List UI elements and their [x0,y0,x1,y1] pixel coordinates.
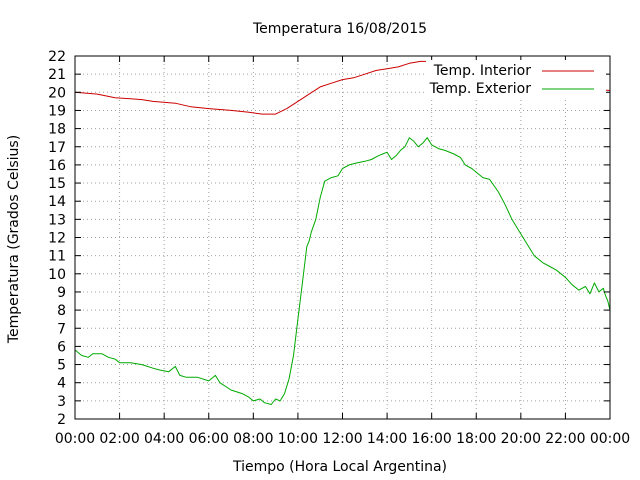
x-axis: 00:00 02:00 04:00 06:00 08:00 10:00 12:00 14:00… [55,431,630,447]
chart-title: Temperatura 16/08/2015 [252,21,427,37]
y-tick-label: 22 [48,49,66,65]
y-tick-label: 14 [48,194,66,210]
y-tick-label: 20 [48,85,66,101]
x-tick-label: 12:00 [322,431,362,447]
x-tick-label: 00:00 [55,431,95,447]
x-tick-label: 22:00 [545,431,585,447]
y-tick-label: 3 [57,394,66,410]
x-tick-label: 16:00 [411,431,451,447]
x-tick-label: 04:00 [144,431,184,447]
y-tick-label: 2 [57,412,66,428]
y-tick-label: 9 [57,285,66,301]
y-tick-label: 12 [48,231,66,247]
y-tick-label: 5 [57,358,66,374]
y-tick-label: 7 [57,321,66,337]
x-tick-label: 00:00 [590,431,630,447]
y-tick-label: 13 [48,212,66,228]
y-tick-label: 10 [48,267,66,283]
legend-background [426,60,606,98]
grid [75,56,610,419]
legend-label-interior: Temp. Interior [433,63,532,79]
legend: Temp. Interior Temp. Exterior [426,60,606,98]
x-axis-label: Tiempo (Hora Local Argentina) [232,459,447,475]
x-tick-label: 18:00 [456,431,496,447]
legend-label-exterior: Temp. Exterior [429,81,532,97]
y-tick-label: 11 [48,249,66,265]
y-tick-label: 17 [48,140,66,156]
y-tick-label: 6 [57,339,66,355]
x-tick-label: 20:00 [501,431,541,447]
x-tick-label: 10:00 [278,431,318,447]
y-tick-label: 18 [48,122,66,138]
y-tick-label: 19 [48,103,66,119]
series-line-exterior [74,137,611,405]
y-tick-label: 8 [57,303,66,319]
y-tick-label: 16 [48,158,66,174]
x-tick-label: 02:00 [99,431,139,447]
x-tick-label: 06:00 [189,431,229,447]
y-tick-label: 4 [57,376,66,392]
y-tick-label: 21 [48,67,66,83]
x-tick-label: 08:00 [233,431,273,447]
y-axis: 2 3 4 5 6 7 8 9 10 11 12 13 14 15 16 17 18 19 20 21 22 [48,49,66,428]
y-axis-label: Temperatura (Grados Celsius) [6,135,22,344]
y-tick-label: 15 [48,176,66,192]
x-tick-label: 14:00 [367,431,407,447]
